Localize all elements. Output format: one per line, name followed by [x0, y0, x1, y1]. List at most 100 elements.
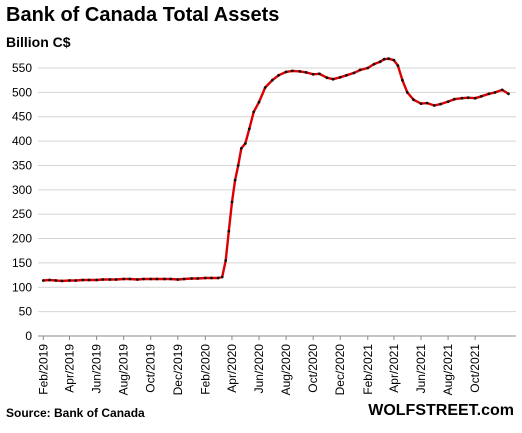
- y-tick-label: 450: [12, 110, 32, 124]
- x-tick-label: Oct/2020: [306, 344, 320, 393]
- data-point: [487, 92, 491, 96]
- data-point: [405, 91, 409, 94]
- x-tick-label: Oct/2021: [468, 344, 482, 393]
- data-point: [358, 68, 362, 72]
- data-point: [247, 127, 251, 131]
- data-point: [366, 66, 370, 70]
- data-point: [338, 75, 342, 79]
- data-point: [252, 110, 256, 114]
- data-point: [452, 97, 456, 101]
- data-point: [108, 278, 112, 281]
- data-point: [142, 277, 146, 281]
- data-point: [41, 279, 45, 282]
- data-point: [149, 277, 153, 281]
- data-point: [331, 77, 335, 81]
- data-point: [466, 96, 470, 100]
- data-point: [136, 278, 139, 281]
- y-tick-label: 550: [12, 61, 32, 75]
- y-tick-label: 50: [19, 305, 33, 319]
- x-tick-label: Apr/2019: [63, 344, 77, 393]
- data-point: [290, 69, 294, 73]
- y-tick-label: 400: [12, 134, 32, 148]
- y-tick-label: 100: [12, 280, 32, 294]
- x-tick-label: Oct/2019: [144, 344, 158, 393]
- chart-title: Bank of Canada Total Assets: [6, 4, 280, 26]
- data-point: [210, 276, 213, 280]
- x-tick-label: Apr/2021: [387, 344, 401, 393]
- x-tick-label: Aug/2020: [279, 344, 293, 396]
- data-point: [372, 62, 376, 66]
- data-point: [396, 64, 400, 67]
- data-point: [68, 279, 71, 282]
- data-point: [48, 278, 51, 282]
- data-point: [263, 86, 267, 89]
- data-point: [507, 92, 510, 96]
- y-tick-label: 200: [12, 232, 32, 246]
- x-tick-label: Jun/2019: [90, 344, 104, 394]
- y-tick-label: 150: [12, 256, 32, 270]
- data-point: [182, 277, 186, 281]
- y-axis-label: Billion C$: [6, 34, 71, 50]
- data-point: [230, 200, 234, 204]
- data-point: [419, 102, 423, 105]
- brand-logo: WOLFSTREET.com: [368, 402, 514, 419]
- data-point: [101, 278, 105, 281]
- data-point: [277, 73, 280, 77]
- x-tick-label: Dec/2020: [333, 344, 347, 396]
- data-point: [155, 277, 159, 281]
- data-point: [81, 278, 85, 282]
- data-point: [190, 277, 194, 280]
- data-point: [500, 88, 504, 92]
- data-point: [401, 78, 404, 82]
- data-point: [412, 98, 415, 102]
- data-point: [446, 100, 450, 103]
- data-point: [128, 277, 132, 281]
- data-point: [345, 73, 348, 77]
- data-point: [220, 275, 224, 279]
- data-point: [239, 147, 243, 150]
- data-point: [95, 278, 98, 282]
- data-point: [284, 70, 288, 74]
- x-tick-label: Feb/2019: [36, 344, 50, 395]
- data-point: [298, 70, 302, 73]
- data-point: [216, 276, 220, 280]
- data-point: [439, 102, 442, 106]
- data-point: [176, 278, 180, 281]
- data-point: [425, 101, 429, 105]
- data-point: [114, 278, 118, 281]
- y-tick-label: 500: [12, 85, 32, 99]
- data-point: [122, 277, 126, 281]
- data-point: [257, 100, 261, 104]
- x-tick-label: Apr/2020: [225, 344, 239, 393]
- data-point: [54, 279, 58, 282]
- data-point: [493, 91, 497, 94]
- data-point: [203, 276, 207, 280]
- y-tick-label: 0: [25, 329, 32, 343]
- data-point: [311, 72, 315, 76]
- data-point: [392, 58, 396, 62]
- data-point: [196, 277, 200, 280]
- data-point: [352, 71, 356, 75]
- data-point: [480, 94, 483, 98]
- x-tick-label: Dec/2019: [171, 344, 185, 396]
- data-point: [227, 229, 231, 233]
- data-point: [60, 279, 64, 283]
- data-point: [87, 278, 91, 282]
- x-tick-label: Aug/2019: [117, 344, 131, 396]
- data-point: [243, 142, 247, 145]
- data-point: [382, 57, 386, 61]
- data-point: [473, 96, 477, 100]
- data-point: [318, 72, 321, 76]
- data-point: [224, 259, 228, 262]
- data-point: [236, 164, 240, 167]
- x-tick-label: Jun/2021: [414, 344, 428, 394]
- x-tick-label: Jun/2020: [252, 344, 266, 394]
- data-point: [387, 57, 390, 61]
- data-point: [163, 277, 166, 281]
- data-point: [325, 76, 329, 80]
- data-point: [233, 178, 237, 182]
- data-point: [432, 104, 436, 107]
- source-note: Source: Bank of Canada: [6, 406, 145, 420]
- data-point: [460, 96, 464, 100]
